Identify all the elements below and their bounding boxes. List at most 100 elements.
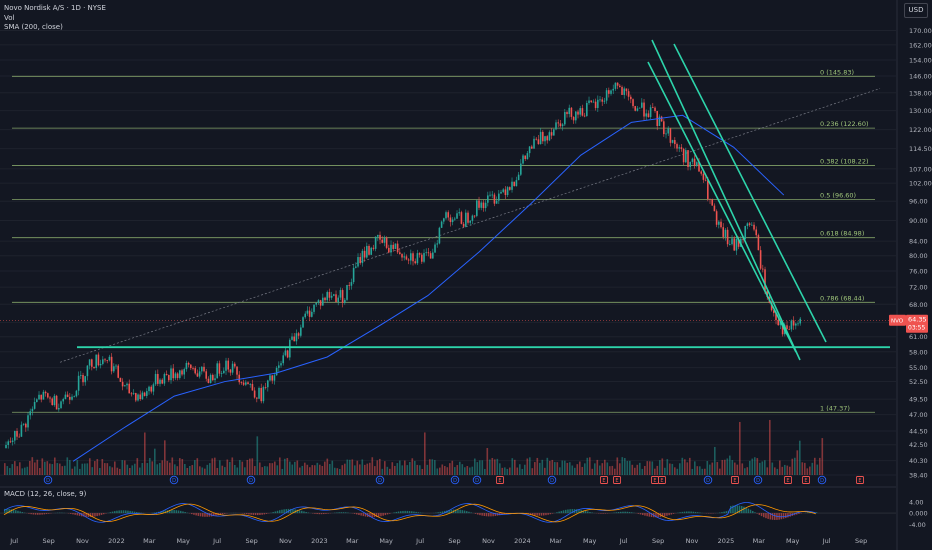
volume-bar (69, 460, 71, 475)
candle-body (168, 375, 170, 381)
macd-histogram-bar (692, 511, 695, 514)
macd-histogram-bar (479, 513, 481, 516)
candle-body (447, 212, 450, 218)
volume-bar (684, 459, 686, 475)
macd-histogram-bar (100, 513, 103, 515)
macd-histogram-bar (732, 505, 734, 514)
price-tick-label: 55.00 (909, 364, 928, 372)
candle-body (363, 250, 366, 258)
macd-histogram-bar (129, 510, 131, 514)
volume-bar (636, 464, 639, 475)
volume-bar (419, 465, 421, 475)
candle-body (183, 369, 186, 375)
volume-bar (749, 460, 751, 475)
sma-legend[interactable]: SMA (200, close) (4, 23, 63, 31)
volume-bar (591, 468, 594, 475)
candle-body (161, 379, 164, 384)
macd-histogram-bar (118, 510, 120, 514)
candle-body (412, 253, 414, 262)
candle-body (553, 129, 555, 136)
candle-body (308, 310, 311, 317)
macd-histogram-bar (556, 512, 558, 514)
macd-histogram-bar (125, 510, 127, 514)
volume-bar (269, 463, 271, 475)
macd-histogram-bar (683, 511, 686, 514)
candle-body (49, 397, 51, 399)
volume-bar (601, 463, 604, 475)
volume-bar (356, 460, 359, 475)
volume-bar (479, 460, 481, 475)
candle-body (190, 364, 192, 369)
candle-body (634, 106, 637, 111)
last-price-badge (906, 314, 928, 333)
macd-histogram-bar (441, 511, 444, 514)
candle-body (396, 243, 399, 253)
volume-bar (216, 467, 219, 475)
macd-histogram-bar (468, 511, 470, 514)
candle-body (297, 333, 300, 336)
volume-bar (286, 458, 289, 475)
volume-bar (496, 458, 499, 475)
candle-body (212, 374, 214, 381)
candle-body (663, 121, 665, 135)
macd-histogram-bar (767, 513, 769, 519)
volume-bar (706, 460, 709, 475)
volume-bar (229, 461, 231, 475)
symbol-title[interactable]: Novo Nordisk A/S · 1D · NYSE (4, 4, 106, 12)
volume-bar (14, 461, 16, 475)
macd-histogram-bar (122, 510, 125, 514)
macd-histogram-bar (624, 511, 626, 514)
volume-bar (19, 462, 21, 475)
volume-bar (429, 459, 431, 475)
volume-bar (359, 464, 361, 475)
candle-body (775, 313, 777, 321)
candle-body (40, 394, 43, 400)
macd-legend[interactable]: MACD (12, 26, close, 9) (4, 490, 87, 498)
currency-button[interactable]: USD (904, 3, 928, 18)
price-tick-label: 52.50 (909, 378, 928, 386)
candle-body (790, 320, 793, 330)
candle-body (9, 441, 12, 443)
macd-histogram-bar (699, 512, 701, 514)
candle-body (7, 441, 10, 445)
candle-body (555, 122, 557, 130)
macd-histogram-bar (12, 509, 15, 514)
candle-body (425, 252, 428, 254)
volume-bar (291, 464, 294, 475)
volume-bar (211, 458, 214, 475)
candle-body (11, 440, 14, 442)
volume-bar (649, 461, 651, 475)
macd-histogram-bar (771, 513, 774, 520)
event-marker-label: E (653, 478, 656, 484)
volume-bar (214, 457, 216, 475)
candle-body (278, 365, 280, 368)
volume-legend[interactable]: Vol (4, 14, 15, 22)
candle-body (229, 369, 232, 373)
candle-body (124, 385, 126, 387)
event-marker-label: E (786, 478, 789, 484)
candle-body (608, 90, 610, 94)
volume-bar (361, 459, 364, 475)
macd-histogram-bar (697, 512, 699, 514)
candle-body (744, 226, 747, 240)
candle-body (366, 245, 368, 258)
time-tick-label: Jul (619, 537, 628, 545)
candle-body (693, 158, 696, 166)
candle-body (14, 430, 16, 441)
time-tick-label: Jul (822, 537, 831, 545)
candle-body (671, 140, 674, 143)
candle-body (264, 387, 267, 388)
fib-label: 0 (145.83) (820, 68, 854, 76)
volume-bar (674, 467, 676, 475)
macd-histogram-bar (589, 512, 591, 514)
candle-body (286, 350, 289, 358)
volume-bar (46, 461, 49, 475)
candle-body (682, 148, 685, 163)
candle-body (95, 354, 98, 368)
event-marker-label: E (498, 478, 501, 484)
volume-bar (209, 463, 211, 475)
volume-bar (41, 458, 44, 475)
candle-body (256, 397, 258, 399)
macd-histogram-bar (758, 513, 761, 515)
